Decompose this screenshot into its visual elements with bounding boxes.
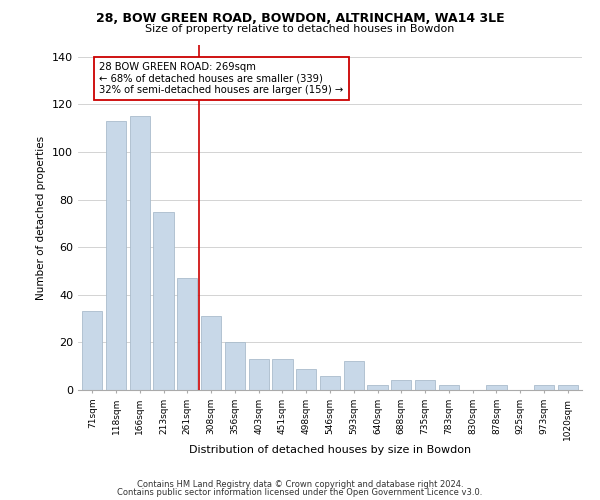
Bar (82, 312, 103, 390)
Bar (534, 385, 554, 390)
Text: 28 BOW GREEN ROAD: 269sqm
← 68% of detached houses are smaller (339)
32% of semi: 28 BOW GREEN ROAD: 269sqm ← 68% of detac… (100, 62, 344, 95)
Bar (272, 359, 293, 390)
Bar (177, 278, 197, 390)
Bar (487, 385, 506, 390)
Bar (320, 376, 340, 390)
Bar (344, 362, 364, 390)
Text: Size of property relative to detached houses in Bowdon: Size of property relative to detached ho… (145, 24, 455, 34)
Y-axis label: Number of detached properties: Number of detached properties (37, 136, 46, 300)
Bar (439, 385, 459, 390)
Bar (106, 121, 126, 390)
Bar (201, 316, 221, 390)
Bar (391, 380, 412, 390)
Bar (557, 385, 578, 390)
Bar (296, 368, 316, 390)
Bar (248, 359, 269, 390)
Bar (367, 385, 388, 390)
Bar (225, 342, 245, 390)
Bar (130, 116, 150, 390)
Title: 28, BOW GREEN ROAD, BOWDON, ALTRINCHAM, WA14 3LE
Size of property relative to de: 28, BOW GREEN ROAD, BOWDON, ALTRINCHAM, … (0, 499, 1, 500)
Bar (154, 212, 173, 390)
Bar (415, 380, 435, 390)
Text: Contains HM Land Registry data © Crown copyright and database right 2024.: Contains HM Land Registry data © Crown c… (137, 480, 463, 489)
Text: 28, BOW GREEN ROAD, BOWDON, ALTRINCHAM, WA14 3LE: 28, BOW GREEN ROAD, BOWDON, ALTRINCHAM, … (95, 12, 505, 26)
X-axis label: Distribution of detached houses by size in Bowdon: Distribution of detached houses by size … (189, 445, 471, 455)
Text: Contains public sector information licensed under the Open Government Licence v3: Contains public sector information licen… (118, 488, 482, 497)
